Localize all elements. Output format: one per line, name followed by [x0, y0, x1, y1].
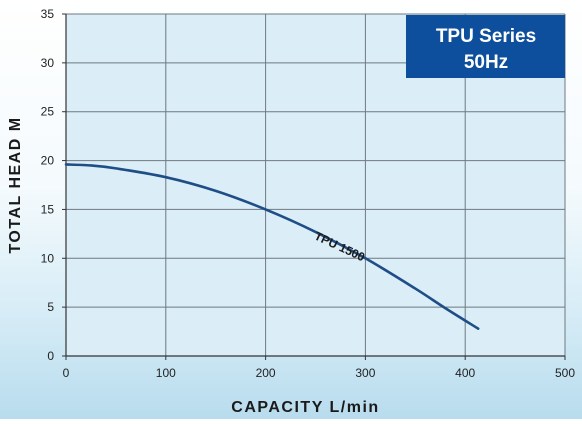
x-tick-label: 300 [355, 366, 375, 380]
y-tick-label: 0 [47, 349, 54, 363]
y-tick-label: 5 [47, 300, 54, 314]
tick-labels: 0 100 200 300 400 500 0 5 10 15 20 25 30 35 [41, 7, 576, 380]
series-line-tpu-1500 [64, 163, 480, 330]
y-axis-title: TOTAL HEAD M [7, 116, 24, 253]
series-badge: TPU Series 50Hz [406, 15, 565, 78]
y-tick-label: 35 [41, 7, 55, 21]
badge-title: TPU Series [436, 26, 536, 47]
x-tick-label: 200 [256, 366, 276, 380]
y-tick-label: 30 [41, 56, 55, 70]
x-tick-label: 100 [156, 366, 176, 380]
y-tick-label: 25 [41, 105, 55, 119]
y-tick-label: 10 [41, 251, 55, 265]
badge-background [406, 15, 565, 78]
x-tick-label: 500 [555, 366, 575, 380]
badge-frequency: 50Hz [464, 52, 508, 73]
y-tick-label: 20 [41, 154, 55, 168]
y-tick-label: 15 [41, 202, 55, 216]
x-axis-title: CAPACITY L/min [231, 399, 379, 416]
x-tick-label: 400 [455, 366, 475, 380]
x-tick-label: 0 [63, 366, 70, 380]
